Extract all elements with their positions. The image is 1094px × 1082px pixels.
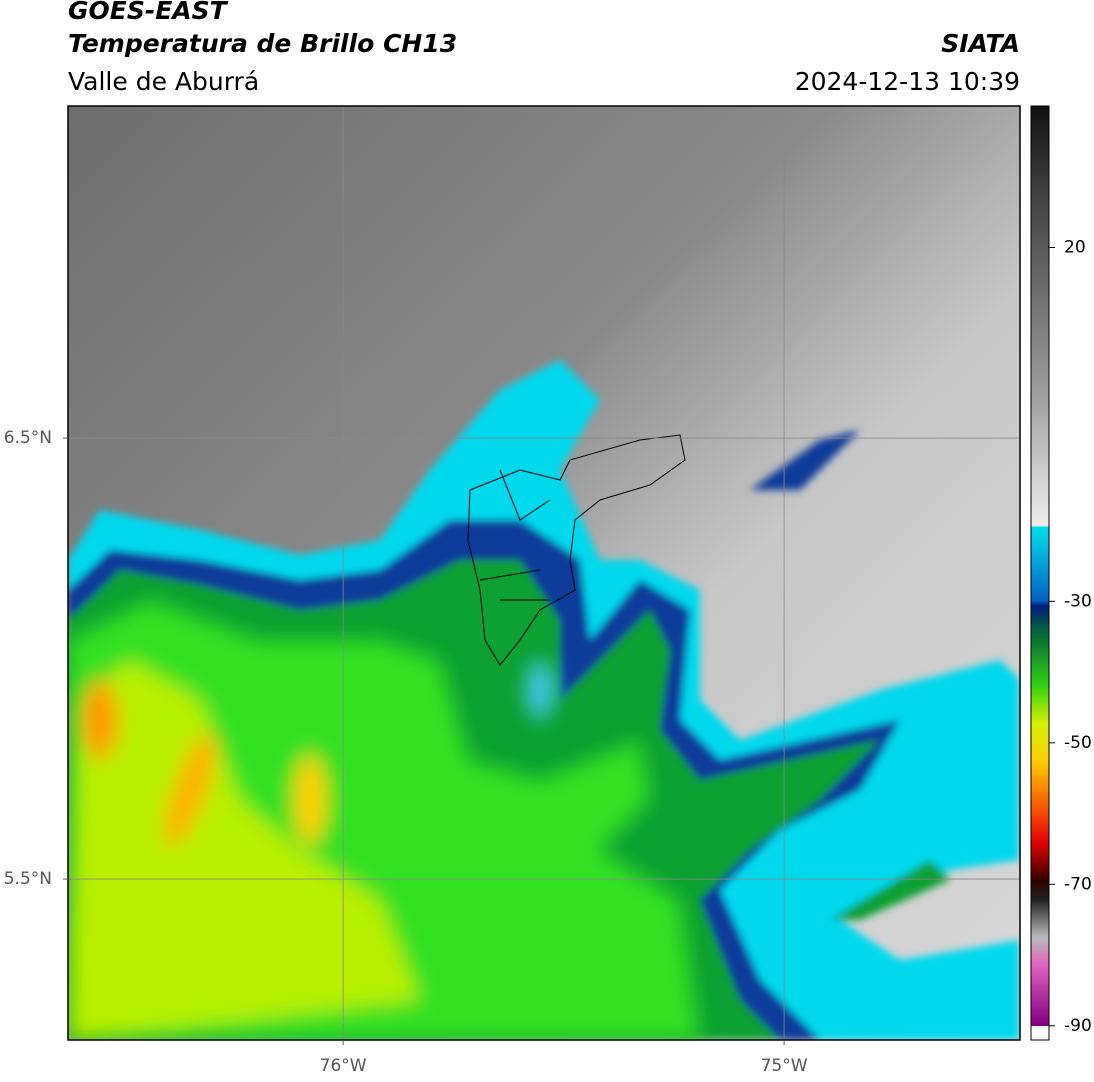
colorbar-tick-label: 20 — [1064, 238, 1086, 258]
datetime: 2024-12-13 10:39 — [795, 67, 1020, 96]
subtitle: Temperatura de Brillo CH13 — [68, 29, 457, 58]
satellite-image — [68, 106, 1020, 1040]
y-tick-label: 5.5°N — [4, 869, 52, 889]
region: Valle de Aburrá — [68, 67, 259, 96]
municipal-boundaries — [467, 434, 686, 666]
x-tick-label: 75°W — [761, 1056, 808, 1076]
colorbar — [1030, 105, 1050, 1041]
map-frame — [67, 105, 1021, 1041]
source: SIATA — [941, 29, 1020, 58]
colorbar-tick-label: -50 — [1064, 733, 1092, 753]
colorbar-tick-label: -30 — [1064, 591, 1092, 611]
title: GOES-EAST — [68, 0, 229, 25]
colorbar-tick-label: -90 — [1064, 1016, 1092, 1036]
colorbar-tick-label: -70 — [1064, 874, 1092, 894]
x-tick-label: 76°W — [320, 1056, 367, 1076]
y-tick-label: 6.5°N — [4, 428, 52, 448]
